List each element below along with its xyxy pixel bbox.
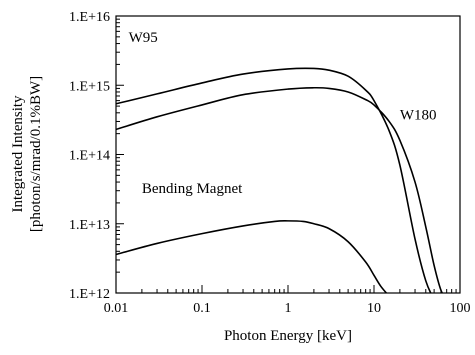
series-label-bending-magnet: Bending Magnet: [142, 181, 243, 197]
x-tick-label: 1: [285, 301, 292, 316]
series-label-w95: W95: [129, 30, 158, 46]
y-tick-label: 1.E+15: [69, 79, 110, 94]
y-tick-label: 1.E+14: [69, 149, 110, 164]
x-tick-label: 0.1: [193, 301, 211, 316]
series-line-w95: [116, 67, 432, 293]
y-tick-label: 1.E+13: [69, 218, 110, 233]
y-axis-label-line1: Integrated Intensity: [10, 95, 26, 213]
y-axis-label-line2: [photon/s/mrad/0.1%BW]: [28, 76, 44, 232]
x-tick-label: 10: [367, 301, 381, 316]
x-axis-label: Photon Energy [keV]: [224, 328, 352, 344]
x-tick-label: 0.01: [104, 301, 129, 316]
y-tick-label: 1.E+16: [69, 10, 110, 25]
plot-frame: [115, 15, 461, 294]
x-tick-label: 100: [450, 301, 471, 316]
series-line-bending-magnet: [116, 220, 388, 293]
series-label-w180: W180: [400, 108, 437, 124]
y-tick-label: 1.E+12: [69, 287, 110, 302]
series-line-w180: [116, 86, 444, 293]
